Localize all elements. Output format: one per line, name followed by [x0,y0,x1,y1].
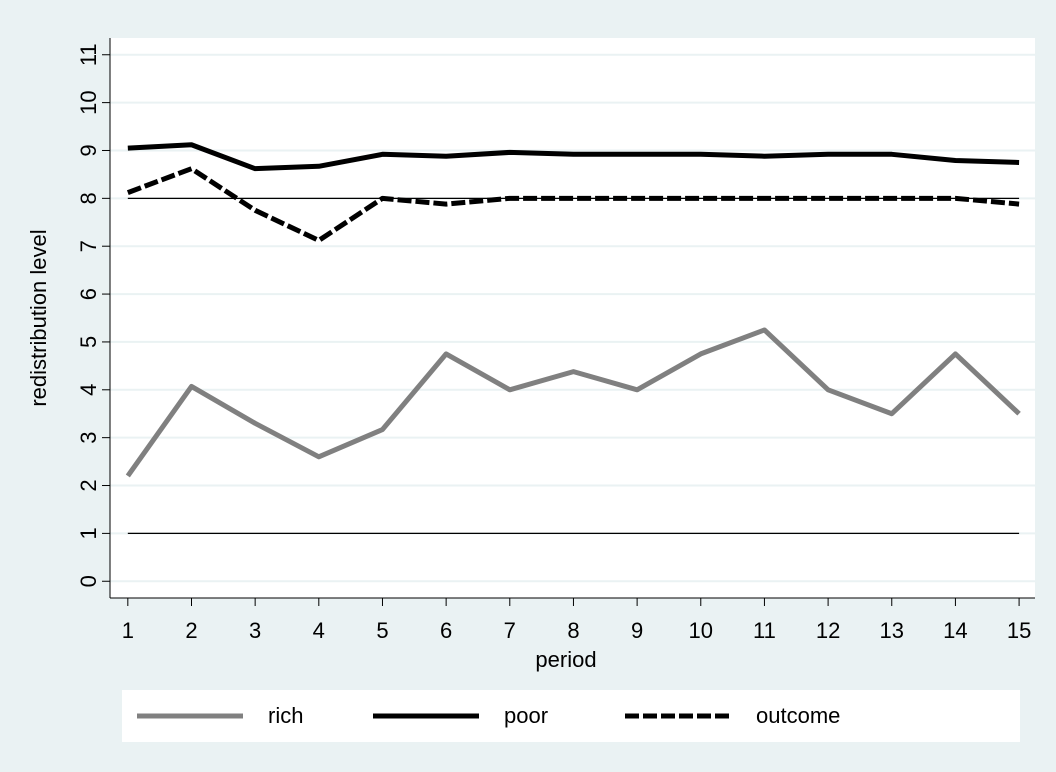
y-tick-label: 9 [76,144,101,156]
x-tick-label: 5 [376,618,388,643]
y-tick-label: 3 [76,432,101,444]
x-tick-label: 4 [313,618,325,643]
x-tick-label: 12 [816,618,840,643]
x-tick-label: 9 [631,618,643,643]
plot-area [110,38,1035,598]
x-tick-label: 2 [185,618,197,643]
legend-label: rich [268,703,303,728]
y-tick-label: 10 [76,90,101,114]
x-tick-label: 14 [943,618,967,643]
x-axis-label: period [535,647,596,672]
y-tick-label: 1 [76,527,101,539]
y-tick-label: 0 [76,575,101,587]
series-line [125,327,1021,478]
legend-box [122,690,1020,742]
y-tick-label: 7 [76,240,101,252]
y-axis-label: redistribution level [26,229,51,406]
x-tick-label: 11 [753,618,776,643]
y-tick-label: 2 [76,479,101,491]
y-tick-label: 8 [76,192,101,204]
x-tick-label: 1 [122,618,134,643]
x-tick-label: 6 [440,618,452,643]
x-tick-label: 13 [880,618,904,643]
y-tick-label: 6 [76,288,101,300]
x-tick-label: 10 [689,618,713,643]
series-line [127,142,1020,172]
series-line [126,166,1020,243]
legend-label: outcome [756,703,840,728]
x-tick-label: 3 [249,618,261,643]
y-tick-label: 5 [76,336,101,348]
y-tick-label: 4 [76,384,101,396]
legend-label: poor [504,703,548,728]
x-tick-label: 7 [504,618,516,643]
x-tick-label: 8 [567,618,579,643]
x-tick-label: 15 [1007,618,1031,643]
y-tick-label: 11 [76,43,101,66]
